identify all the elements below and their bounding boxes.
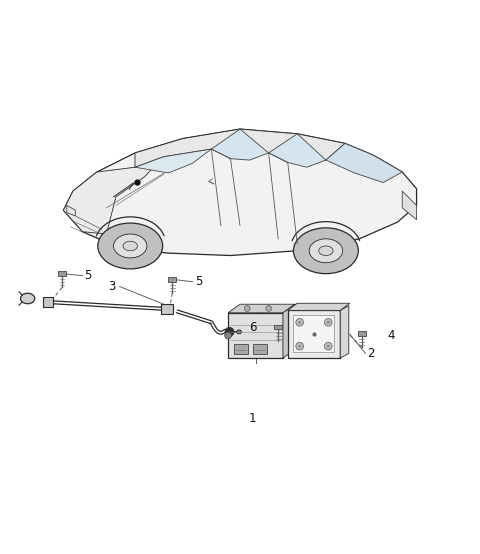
Ellipse shape [293,228,359,274]
Circle shape [296,319,303,326]
Ellipse shape [309,239,343,263]
Circle shape [296,342,303,350]
Bar [58,271,66,276]
Text: 3: 3 [108,280,116,293]
Polygon shape [63,129,417,255]
Bar [358,331,365,336]
Polygon shape [67,206,75,216]
Polygon shape [228,313,283,358]
Text: 4: 4 [387,329,395,342]
Ellipse shape [98,223,163,269]
Ellipse shape [21,293,35,304]
Circle shape [225,332,231,339]
Bar [168,277,176,282]
Circle shape [298,321,301,324]
Ellipse shape [319,246,333,255]
Circle shape [324,319,332,326]
Text: 2: 2 [367,347,374,360]
Ellipse shape [237,330,241,334]
Text: 6: 6 [249,321,256,334]
Polygon shape [211,129,269,160]
Polygon shape [340,306,349,358]
Circle shape [327,321,330,324]
Bar [161,304,173,314]
Ellipse shape [123,241,137,251]
Polygon shape [293,315,335,352]
Text: 5: 5 [195,275,202,288]
Circle shape [298,345,301,347]
Polygon shape [326,143,402,182]
Polygon shape [63,157,164,234]
Circle shape [266,306,272,311]
Circle shape [327,345,330,347]
Polygon shape [288,310,340,358]
Polygon shape [283,304,295,358]
Polygon shape [288,303,350,310]
Polygon shape [135,149,211,173]
Bar [275,325,282,330]
Bar [234,344,248,355]
Bar [253,344,267,355]
Circle shape [324,342,332,350]
Ellipse shape [225,327,234,336]
Ellipse shape [114,234,147,258]
Polygon shape [135,129,345,167]
Bar [43,297,53,306]
Text: 5: 5 [84,269,92,282]
Text: 1: 1 [249,412,257,424]
Polygon shape [402,191,417,220]
Polygon shape [269,134,326,167]
Polygon shape [228,304,295,313]
Circle shape [244,306,250,311]
